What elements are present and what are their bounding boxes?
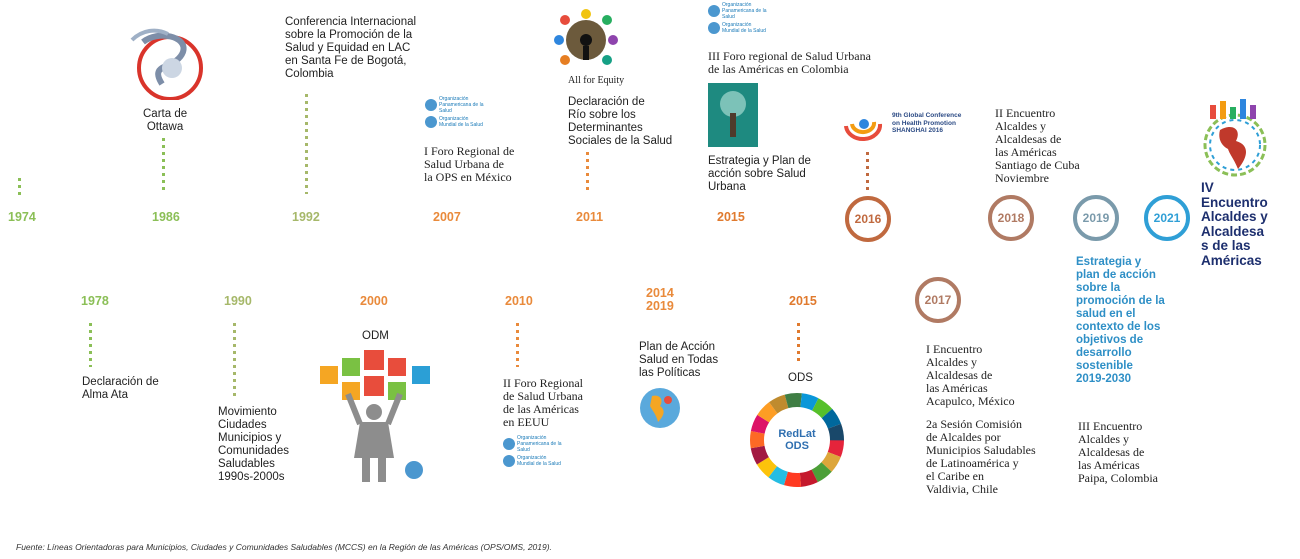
year-1986: 1986 — [152, 210, 180, 224]
connector-dots — [516, 323, 519, 367]
event-2017-text2: 2a Sesión Comisión de Alcaldes por Munic… — [926, 417, 1036, 496]
event-2015-text: Estrategia y Plan de acción sobre Salud … — [708, 155, 811, 193]
connector-dots — [18, 178, 21, 196]
all-for-equity-logo — [543, 4, 629, 74]
paho-logo: Organización Panamericana de la Salud Or… — [708, 2, 770, 36]
connector-dots — [305, 94, 308, 194]
connector-dots — [797, 323, 800, 363]
year-2011: 2011 — [576, 210, 604, 224]
year-2021-circle: 2021 — [1144, 195, 1190, 241]
connector-dots — [162, 138, 165, 194]
year-2015: 2015 — [717, 210, 745, 224]
americas-mayors-logo — [1190, 95, 1280, 185]
paho-logo: Organización Panamericana de la Salud Or… — [503, 435, 565, 469]
event-1978-text: Declaración de Alma Ata — [82, 376, 159, 401]
event-2019-text: Estrategia y plan de acción sobre la pro… — [1076, 256, 1165, 385]
event-2010-text: II Foro Regional de Salud Urbana de las … — [503, 376, 583, 429]
year-2014-2019: 2014 2019 — [646, 286, 674, 313]
year-1992: 1992 — [292, 210, 320, 224]
strategy-cover-image — [708, 83, 758, 147]
ods-label: ODS — [788, 372, 813, 384]
paho-logo: Organización Panamericana de la Salud Or… — [425, 96, 487, 130]
year-2007: 2007 — [433, 210, 461, 224]
event-2019-text2: III Encuentro Alcaldes y Alcaldesas de l… — [1078, 419, 1158, 485]
year-2000: 2000 — [360, 294, 388, 308]
event-2014-text: Plan de Acción Salud en Todas las Políti… — [639, 341, 719, 379]
year-2015-ods: 2015 — [789, 294, 817, 308]
connector-dots — [89, 323, 92, 367]
event-2015-forum-text: III Foro regional de Salud Urbana de las… — [708, 49, 871, 76]
event-1992-text: Conferencia Internacional sobre la Promo… — [285, 16, 417, 80]
sdg-wheel-logo: RedLat ODS — [749, 392, 845, 488]
sdg-wheel-label: RedLat ODS — [778, 428, 816, 452]
shanghai-conference-label: 9th Global Conference on Health Promotio… — [892, 112, 962, 134]
event-1990-text: Movimiento Ciudades Municipios y Comunid… — [218, 406, 289, 483]
event-2021-title: IV Encuentro Alcaldes y Alcaldesa s de l… — [1201, 180, 1268, 268]
shanghai-conference-logo — [840, 108, 888, 142]
odm-label: ODM — [362, 330, 389, 342]
year-2010: 2010 — [505, 294, 533, 308]
event-1986-text: Carta de Ottawa — [143, 108, 188, 133]
event-2007-text: I Foro Regional de Salud Urbana de la OP… — [424, 144, 515, 184]
year-2018-circle: 2018 — [988, 195, 1034, 241]
event-2011-text: Declaración de Río sobre los Determinant… — [568, 96, 673, 147]
connector-dots — [586, 152, 589, 194]
connector-dots — [866, 152, 869, 192]
connector-dots — [233, 323, 236, 399]
event-2017-text: I Encuentro Alcaldes y Alcaldesas de las… — [926, 342, 1015, 408]
ottawa-charter-logo — [128, 22, 206, 101]
globe-icon — [638, 386, 682, 430]
year-1990: 1990 — [224, 294, 252, 308]
year-1974: 1974 — [8, 210, 36, 224]
source-note: Fuente: Líneas Orientadoras para Municip… — [16, 542, 552, 552]
event-2018-text: II Encuentro Alcaldes y Alcaldesas de la… — [995, 106, 1080, 185]
mdg-illustration — [318, 348, 434, 484]
year-2019-circle: 2019 — [1073, 195, 1119, 241]
year-2017-circle: 2017 — [915, 277, 961, 323]
year-2016-circle: 2016 — [845, 196, 891, 242]
all-for-equity-caption: All for Equity — [568, 75, 625, 86]
year-1978: 1978 — [81, 294, 109, 308]
